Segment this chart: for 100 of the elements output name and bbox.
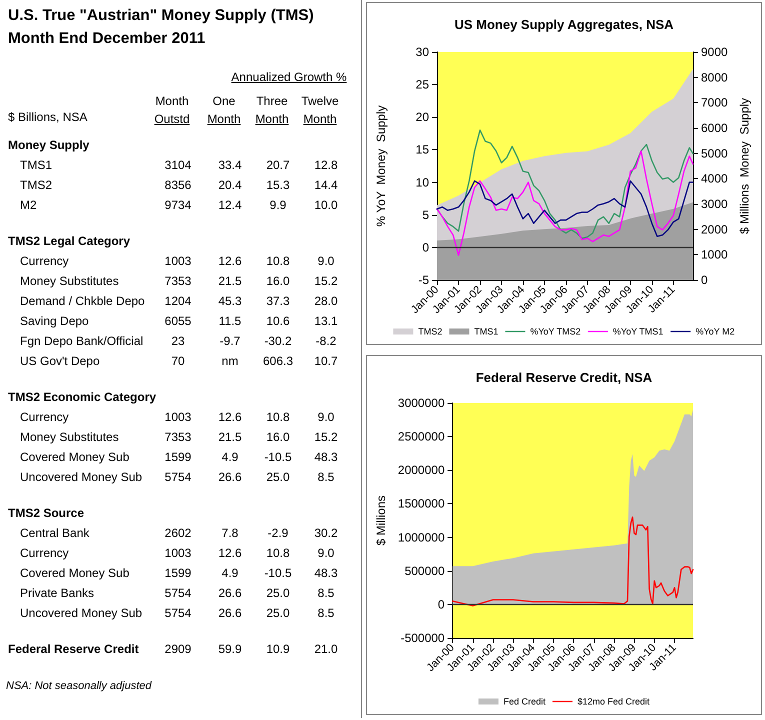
data-label: 21.5 — [217, 429, 243, 446]
y2-tick-label: 6000 — [701, 121, 728, 135]
category-label: Uncovered Money Sub — [20, 469, 142, 486]
category-label: Money Substitutes — [20, 273, 119, 290]
data-label: 14.4 — [313, 177, 339, 194]
y2-tick-label: 7000 — [701, 96, 728, 110]
y-tick-label: 3000000 — [398, 396, 445, 410]
y-tick-label: 1500000 — [398, 496, 445, 511]
data-label: 12.4 — [217, 197, 243, 214]
data-label: 7353 — [164, 273, 192, 290]
data-label: 70 — [170, 353, 186, 370]
data-label: 9.0 — [316, 545, 336, 562]
y-tick-label: 15 — [416, 142, 430, 157]
data-label: 8356 — [164, 177, 192, 194]
text: Month Outstd — [153, 93, 191, 128]
data-label: 45.3 — [217, 293, 243, 310]
y2-tick-label: 0 — [701, 273, 708, 287]
legend-label: %YoY TMS2 — [530, 326, 581, 336]
y-tick-label: 5 — [422, 208, 430, 222]
legend-label: %YoY TMS1 — [612, 326, 664, 336]
legend-label: $12mo Fed Credit — [577, 696, 650, 706]
data-label: 1599 — [164, 449, 192, 466]
data-label: nm — [220, 353, 240, 370]
data-label: -9.7 — [218, 333, 242, 350]
y2-tick-label: 2000 — [701, 222, 728, 236]
y-tick-label: 20 — [416, 110, 430, 124]
text: Three Month — [254, 93, 290, 128]
y-tick-label: 10 — [416, 175, 430, 190]
legend-label: TMS1 — [474, 326, 498, 336]
data-label: 15.2 — [313, 273, 339, 290]
data-label: 4.9 — [220, 449, 240, 466]
legend-label: Fed Credit — [503, 696, 546, 706]
data-label: 13.1 — [313, 313, 339, 330]
y-tick-label: 1000000 — [398, 530, 445, 544]
category-label: Demand / Chkble Depo — [20, 293, 145, 310]
data-label: 1204 — [164, 293, 192, 310]
category-label: Currency — [20, 409, 69, 426]
y-axis-title: $ Millions — [374, 495, 388, 546]
data-label: -8.2 — [314, 333, 338, 350]
y2-tick-label: 9000 — [701, 45, 728, 59]
data-label: 8.5 — [316, 469, 336, 486]
chart-title: Federal Reserve Credit, NSA — [476, 370, 653, 385]
data-label: 1003 — [164, 409, 192, 426]
text: One Month — [206, 93, 242, 128]
data-label: -10.5 — [263, 449, 293, 466]
text: NSA: Not seasonally adjusted — [6, 680, 152, 692]
data-label: 23 — [170, 333, 186, 350]
chart-title: US Money Supply Aggregates, NSA — [454, 17, 674, 32]
data-label: 10.8 — [265, 409, 291, 426]
y-tick-label: 2500000 — [398, 430, 445, 444]
category-label: Covered Money Sub — [20, 565, 130, 582]
category-label: TMS2 Source — [8, 505, 84, 522]
data-label: 5754 — [164, 605, 192, 622]
data-label: 606.3 — [262, 353, 294, 370]
data-label: 4.9 — [220, 565, 240, 582]
data-label: 10.9 — [265, 641, 291, 658]
line-series — [436, 150, 694, 256]
y-axis-title: % YoY Money Supply — [374, 105, 388, 227]
data-label: 9.0 — [316, 253, 336, 270]
category-label: Fgn Depo Bank/Official — [20, 333, 144, 350]
category-label: TMS1 — [20, 157, 52, 174]
data-label: 16.0 — [265, 429, 291, 446]
data-label: 20.7 — [265, 157, 291, 174]
data-label: 16.0 — [265, 273, 291, 290]
data-label: 12.6 — [217, 253, 243, 270]
data-label: 28.0 — [313, 293, 339, 310]
category-label: Federal Reserve Credit — [8, 641, 139, 658]
category-label: US Gov't Depo — [20, 353, 100, 370]
y2-tick-label: 5000 — [701, 146, 728, 160]
category-label: Uncovered Money Sub — [20, 605, 142, 622]
category-label: TMS2 Legal Category — [8, 233, 130, 250]
category-label: Saving Depo — [20, 313, 89, 330]
legend-label: TMS2 — [418, 326, 442, 336]
data-label: 21.0 — [313, 641, 339, 658]
data-label: 7.8 — [220, 525, 240, 542]
y-tick-label: 0 — [422, 240, 430, 254]
category-label: TMS2 Economic Category — [8, 389, 156, 406]
y-tick-label: -500000 — [400, 631, 445, 645]
data-label: 9.9 — [268, 197, 288, 214]
data-label: 25.0 — [265, 605, 291, 622]
data-label: 1003 — [164, 545, 192, 562]
data-label: 21.5 — [217, 273, 243, 290]
data-label: 1003 — [164, 253, 192, 270]
data-label: 2909 — [164, 641, 192, 658]
data-label: 20.4 — [217, 177, 243, 194]
y2-tick-label: 4000 — [701, 172, 728, 186]
data-label: 10.0 — [313, 197, 339, 214]
data-label: 8.5 — [316, 585, 336, 602]
data-label: 37.3 — [265, 293, 291, 310]
data-label: -10.5 — [263, 565, 293, 582]
data-label: 25.0 — [265, 469, 291, 486]
data-label: 26.6 — [217, 469, 243, 486]
category-label: TMS2 — [20, 177, 52, 194]
data-label: 10.8 — [265, 545, 291, 562]
data-label: 15.3 — [265, 177, 291, 194]
data-label: -2.9 — [266, 525, 290, 542]
y-tick-label: -5 — [418, 273, 430, 287]
category-label: Private Banks — [20, 585, 94, 602]
data-label: 1599 — [164, 565, 192, 582]
category-label: Currency — [20, 253, 69, 270]
